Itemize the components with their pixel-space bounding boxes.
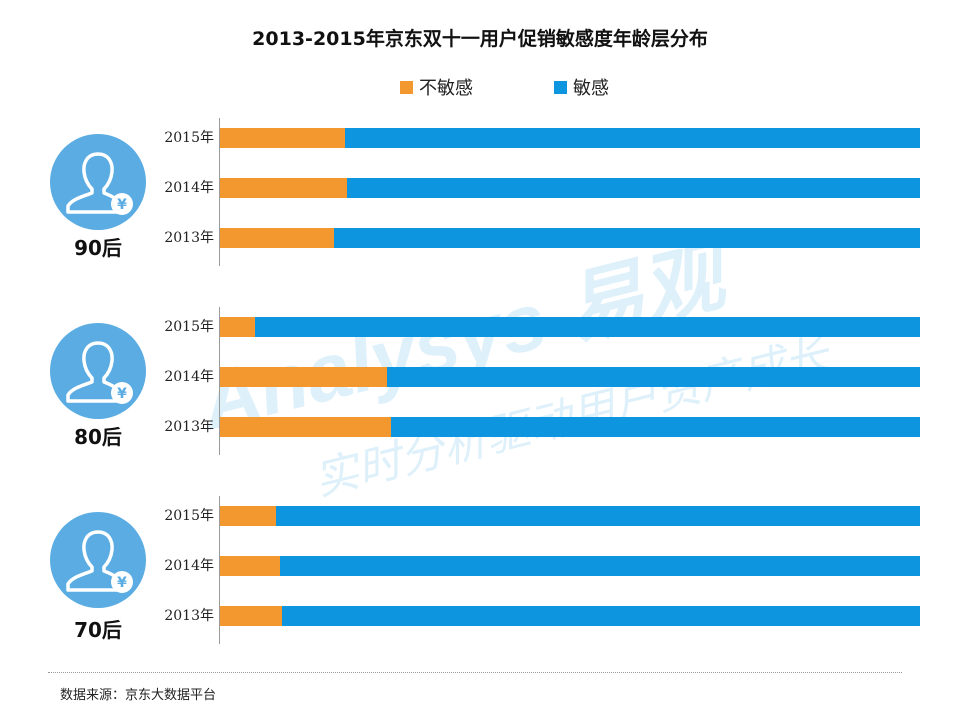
age-group-2: ¥70后 2015年 2014年 2013年	[0, 496, 960, 666]
age-group-1: ¥80后 2015年 2014年 2013年	[0, 307, 960, 477]
legend-label-sensitive: 敏感	[573, 78, 609, 99]
bar-segment-sensitive	[390, 417, 920, 437]
bar-segment-not-sensitive	[220, 606, 282, 626]
age-group-label: 90后	[74, 236, 122, 260]
bar-segment-not-sensitive	[220, 178, 348, 198]
bar-segment-not-sensitive	[220, 367, 388, 387]
legend-item-not-sensitive: 不敏感	[400, 74, 473, 100]
year-tick-label: 2013年	[164, 419, 214, 435]
category-axis	[219, 496, 220, 644]
footer-divider	[48, 672, 902, 673]
year-tick-label: 2015年	[164, 508, 214, 524]
legend-swatch-sensitive	[554, 80, 567, 94]
stacked-bar	[220, 317, 920, 337]
bar-segment-not-sensitive	[220, 128, 346, 148]
bar-segment-not-sensitive	[220, 317, 255, 337]
bar-segment-sensitive	[387, 367, 920, 387]
bar-segment-not-sensitive	[220, 506, 276, 526]
year-tick-label: 2014年	[164, 369, 214, 385]
year-tick-label: 2013年	[164, 230, 214, 246]
bar-segment-sensitive	[345, 128, 920, 148]
user-yuan-icon: ¥	[50, 323, 146, 419]
stacked-bar	[220, 606, 920, 626]
svg-text:¥: ¥	[117, 197, 127, 213]
year-tick-label: 2013年	[164, 608, 214, 624]
stacked-bar	[220, 556, 920, 576]
age-group-label: 80后	[74, 425, 122, 449]
category-axis	[219, 118, 220, 266]
user-yuan-icon: ¥	[50, 512, 146, 608]
legend-item-sensitive: 敏感	[554, 74, 609, 100]
chart-title: 2013-2015年京东双十一用户促销敏感度年龄层分布	[252, 28, 708, 50]
bar-segment-sensitive	[280, 556, 920, 576]
bar-segment-not-sensitive	[220, 228, 335, 248]
user-yuan-icon: ¥	[50, 134, 146, 230]
stacked-bar	[220, 128, 920, 148]
year-tick-label: 2014年	[164, 180, 214, 196]
legend: 不敏感 敏感	[0, 74, 960, 100]
svg-text:¥: ¥	[117, 575, 127, 591]
age-group-0: ¥90后 2015年 2014年 2013年	[0, 118, 960, 288]
source-note: 数据来源：京东大数据平台	[60, 688, 217, 703]
bar-segment-sensitive	[347, 178, 920, 198]
stacked-bar	[220, 417, 920, 437]
bar-segment-sensitive	[255, 317, 920, 337]
bar-segment-not-sensitive	[220, 556, 281, 576]
category-axis	[219, 307, 220, 455]
stacked-bar	[220, 367, 920, 387]
stacked-bar	[220, 506, 920, 526]
year-tick-label: 2015年	[164, 130, 214, 146]
year-tick-label: 2015年	[164, 319, 214, 335]
legend-label-not-sensitive: 不敏感	[419, 78, 473, 99]
bar-segment-sensitive	[334, 228, 920, 248]
age-group-label: 70后	[74, 618, 122, 642]
bar-segment-not-sensitive	[220, 417, 391, 437]
bar-segment-sensitive	[281, 606, 920, 626]
year-tick-label: 2014年	[164, 558, 214, 574]
stacked-bar	[220, 178, 920, 198]
legend-swatch-not-sensitive	[400, 80, 413, 94]
stacked-bar	[220, 228, 920, 248]
svg-text:¥: ¥	[117, 386, 127, 402]
bar-segment-sensitive	[276, 506, 920, 526]
